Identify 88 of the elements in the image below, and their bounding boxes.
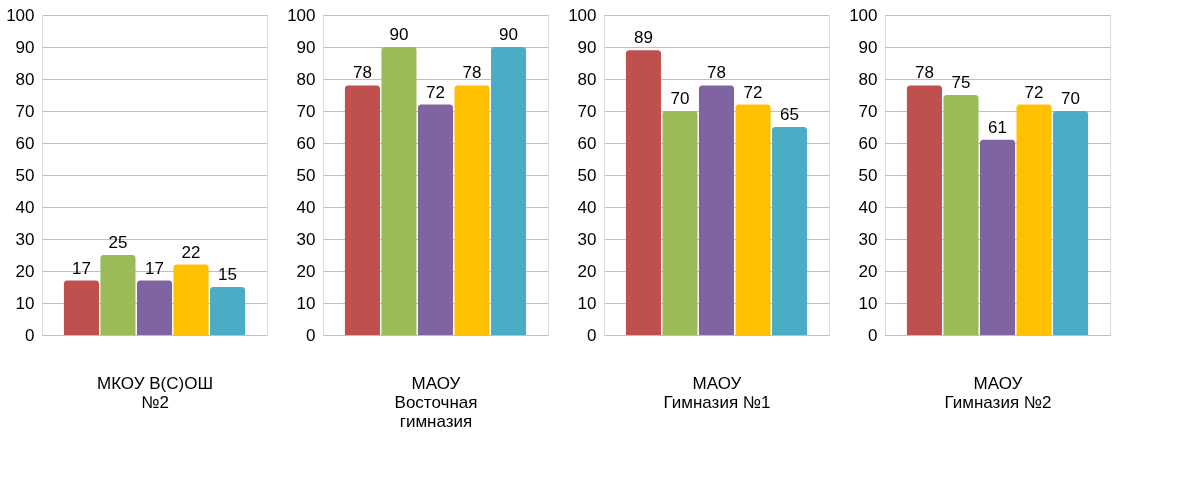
- y-tick-label: 30: [577, 229, 597, 249]
- data-label: 22: [181, 242, 201, 262]
- y-tick-label: 40: [577, 197, 597, 217]
- bar: [210, 287, 246, 335]
- y-tick-label: 10: [577, 293, 597, 313]
- y-tick-label: 50: [858, 165, 878, 185]
- y-tick-label: 90: [296, 37, 316, 57]
- y-tick-label: 0: [25, 325, 35, 345]
- data-label: 72: [743, 82, 763, 102]
- y-tick-label: 60: [577, 133, 597, 153]
- bar: [173, 264, 209, 335]
- bar: [906, 85, 942, 335]
- data-label: 89: [633, 28, 653, 48]
- y-tick-label: 20: [296, 261, 316, 281]
- bar: [1053, 111, 1089, 335]
- y-tick-label: 80: [858, 69, 878, 89]
- data-label: 17: [145, 258, 164, 278]
- y-tick-label: 10: [858, 293, 878, 313]
- bar: [1016, 104, 1052, 335]
- data-label: 78: [914, 63, 934, 83]
- y-tick-label: 50: [296, 165, 316, 185]
- y-tick-label: 30: [15, 229, 35, 249]
- x-axis-title: МАОУ Восточная гимназия: [394, 373, 478, 431]
- bar: [979, 139, 1016, 335]
- bar: [735, 104, 771, 335]
- y-tick-label: 100: [849, 5, 878, 25]
- y-tick-label: 100: [287, 5, 316, 25]
- bar: [662, 111, 698, 335]
- data-label: 25: [108, 233, 128, 252]
- data-label: 15: [218, 265, 238, 284]
- y-tick-label: 10: [15, 293, 35, 313]
- y-tick-label: 20: [577, 261, 597, 281]
- y-tick-label: 70: [577, 101, 597, 121]
- bar: [943, 95, 979, 335]
- data-label: 72: [426, 82, 445, 102]
- y-tick-label: 70: [858, 101, 878, 121]
- y-tick-label: 100: [6, 5, 35, 25]
- data-label: 90: [499, 25, 519, 44]
- y-tick-label: 80: [577, 69, 597, 89]
- y-tick-label: 20: [15, 261, 35, 281]
- y-tick-label: 90: [577, 37, 597, 57]
- bar: [625, 50, 661, 335]
- y-tick-label: 40: [15, 197, 35, 217]
- data-label: 70: [670, 89, 690, 108]
- y-tick-label: 0: [868, 325, 878, 345]
- bar: [136, 280, 173, 335]
- bar: [417, 104, 454, 335]
- data-label: 65: [780, 105, 800, 124]
- y-tick-label: 90: [15, 37, 35, 57]
- data-label: 78: [707, 63, 726, 83]
- bar: [772, 127, 808, 335]
- y-tick-label: 0: [587, 325, 597, 345]
- y-tick-label: 30: [858, 229, 878, 249]
- data-label: 72: [1024, 82, 1044, 102]
- y-tick-label: 20: [858, 261, 878, 281]
- y-tick-label: 30: [296, 229, 316, 249]
- data-label: 61: [988, 117, 1007, 137]
- y-tick-label: 80: [296, 69, 316, 89]
- y-tick-label: 40: [296, 197, 316, 217]
- bar: [491, 47, 527, 335]
- bar: [381, 47, 417, 335]
- x-axis-title: МАОУ Гимназия №2: [944, 373, 1052, 412]
- data-label: 75: [951, 73, 971, 92]
- bar: [344, 85, 380, 335]
- y-tick-label: 60: [15, 133, 35, 153]
- y-tick-label: 40: [858, 197, 878, 217]
- y-tick-label: 70: [15, 101, 35, 121]
- data-label: 78: [462, 63, 482, 83]
- x-axis-title: МКОУ В(С)ОШ №2: [97, 373, 213, 412]
- x-axis-title: МАОУ Гимназия №1: [663, 373, 771, 412]
- data-label: 17: [71, 258, 91, 278]
- bar: [100, 255, 136, 335]
- y-tick-label: 50: [15, 165, 35, 185]
- data-label: 70: [1061, 89, 1081, 108]
- y-tick-label: 0: [306, 325, 316, 345]
- data-label: 78: [352, 63, 372, 83]
- y-tick-label: 80: [15, 69, 35, 89]
- bar: [63, 280, 99, 335]
- y-tick-label: 10: [296, 293, 316, 313]
- data-label: 90: [389, 25, 409, 44]
- bar: [698, 85, 735, 335]
- y-tick-label: 70: [296, 101, 316, 121]
- y-tick-label: 90: [858, 37, 878, 57]
- bar: [454, 85, 490, 335]
- y-tick-label: 60: [858, 133, 878, 153]
- y-tick-label: 50: [577, 165, 597, 185]
- y-tick-label: 60: [296, 133, 316, 153]
- y-tick-label: 100: [568, 5, 597, 25]
